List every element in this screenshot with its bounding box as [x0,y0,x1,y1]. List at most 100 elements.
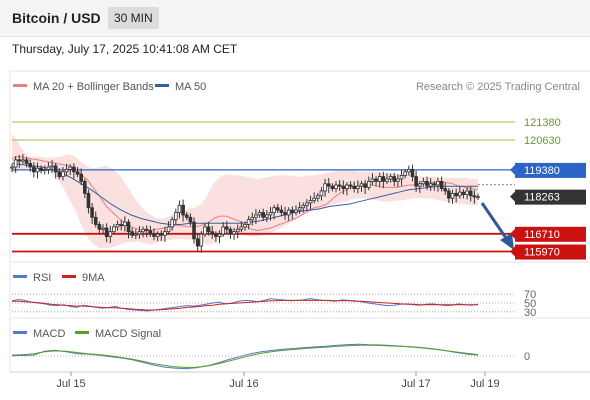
candle [403,168,407,179]
candle-body [177,204,182,213]
candle-body [443,188,448,192]
candle-body [272,207,276,213]
x-tick-label: Jul 19 [470,378,499,390]
candle-body [119,224,124,227]
candle [228,226,233,239]
candle [257,209,262,218]
candle-body [53,165,58,173]
candle-body [319,190,324,197]
macd-signal-legend-label: MACD Signal [95,328,161,340]
candle [101,224,105,235]
ma20-legend-swatch [13,84,27,87]
candle-body [414,176,418,187]
candle [239,221,244,233]
candle [439,176,444,192]
ma50-legend-label: MA 50 [175,81,206,93]
candle [410,164,415,182]
candle-body [399,175,404,180]
candle-body [301,204,306,209]
support-label: 115970 [524,247,560,259]
candle-body [112,226,116,233]
candle-body [188,216,193,223]
candle-body [28,163,33,168]
support-badge-pointer [510,246,515,257]
candle [166,221,171,235]
candle-body [148,230,153,235]
candle-body [101,227,105,230]
candle [308,195,313,210]
rsi-level-label: 70 [524,289,536,301]
candle [90,202,94,225]
candle [381,171,386,189]
candle [181,199,185,222]
macd-signal-legend-swatch [75,331,89,334]
macd-legend-swatch [13,331,27,334]
candle [203,223,207,237]
x-axis-ticks: Jul 15 Jul 16 Jul 17 Jul 19 [56,372,500,390]
chart-header: Bitcoin / USD 30 MIN [0,0,590,37]
candle-body [450,192,455,199]
candle-body [312,197,316,201]
candle-body [407,169,411,173]
candle [352,181,357,193]
candle-body [137,231,142,235]
candle [312,192,316,204]
candle [123,216,127,232]
candle-body [428,183,433,187]
rsi-ma-line [12,299,478,311]
candle-body [465,190,469,195]
candle [374,176,378,187]
candle-body [144,228,149,231]
candle-body [297,207,302,211]
candle-body [166,226,171,233]
timeframe-badge[interactable]: 30 MIN [108,7,159,29]
candle-body [46,166,51,170]
candle-body [356,185,360,189]
candle [57,167,62,180]
candle-body [10,166,14,169]
forecast-arrow [480,202,514,250]
candle-body [410,169,415,178]
candle [447,188,451,203]
candle [10,164,14,172]
candle-body [57,171,62,178]
candle-body [214,233,218,237]
candle [108,225,113,244]
candle-body [345,184,349,189]
candle-body [79,173,83,182]
candle-body [13,159,18,168]
candle-body [123,221,127,227]
candle-body [461,191,466,195]
candle [79,168,83,186]
support-label: 116710 [524,229,560,241]
candle-body [42,169,47,172]
candle [246,215,251,230]
last-price-badge-pointer [510,191,515,202]
candle [465,187,469,200]
x-tick-label: Jul 17 [401,378,430,390]
candle-body [86,192,91,209]
candle-body [254,214,258,218]
candle-body [454,192,458,197]
candle-body [265,214,269,218]
candle-body [192,221,196,240]
candle-body [228,228,233,235]
candle [341,180,346,195]
candle-body [457,191,462,197]
candle-body [72,166,76,173]
candle-body [35,167,40,173]
candle [224,221,229,234]
candle [290,206,295,220]
x-tick-label: Jul 16 [229,378,258,390]
candle [330,183,335,192]
candle-body [283,212,287,216]
candle [359,180,364,192]
candle-body [257,212,262,216]
candle [417,180,422,193]
candle-body [366,180,371,188]
candle-body [439,180,444,189]
candle-body [97,224,102,230]
candle-body [104,227,109,237]
candle [265,210,269,223]
candle-body [286,209,291,216]
